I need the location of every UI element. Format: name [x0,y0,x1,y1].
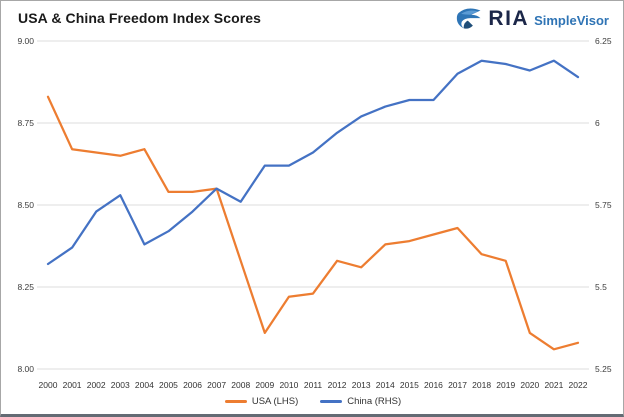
usa-line [46,95,580,351]
x-axis-year-label: 2004 [135,380,154,390]
left-axis-tick-label: 8.50 [17,200,34,210]
product-name: SimpleVisor [534,12,609,28]
left-axis-tick-label: 8.25 [17,282,34,292]
x-axis-year-label: 2007 [207,380,226,390]
x-axis-year-label: 2010 [279,380,298,390]
legend-label: China (RHS) [347,395,402,407]
x-axis-year-label: 2022 [569,380,588,390]
x-axis-year-label: 2009 [255,380,274,390]
x-axis-year-label: 2005 [159,380,178,390]
right-axis-tick-label: 6.25 [595,36,612,46]
x-axis-year-label: 2013 [352,380,371,390]
legend-item-china: China (RHS) [320,396,401,407]
china-line [46,59,580,266]
legend-label: USA (LHS) [251,395,299,407]
legend-line-swatch [224,399,247,403]
x-axis-year-label: 2014 [376,380,395,390]
legend-line-swatch [320,399,343,403]
x-axis-year-label: 2012 [328,380,347,390]
x-axis-year-label: 2008 [231,380,250,390]
x-axis-year-label: 2001 [63,380,82,390]
eagle-icon [457,8,481,29]
x-axis-year-label: 2002 [87,380,106,390]
brand-logo: RIA SimpleVisor [456,7,609,30]
chart-legend: USA (LHS) China (RHS) [1,393,623,409]
right-axis-tick-label: 6 [595,118,600,128]
left-axis-tick-label: 9.00 [17,36,34,46]
left-axis-tick-label: 8.00 [17,364,34,374]
x-axis-year-label: 2019 [496,380,515,390]
x-axis-year-label: 2003 [111,380,130,390]
right-axis-tick-label: 5.5 [595,282,607,292]
x-axis-year-label: 2000 [39,380,58,390]
x-axis-year-label: 2017 [448,380,467,390]
x-axis-year-label: 2015 [400,380,419,390]
brand-name: RIA [488,7,530,30]
left-axis-tick-label: 8.75 [17,118,34,128]
x-axis-year-label: 2016 [424,380,443,390]
right-axis-tick-label: 5.25 [595,364,612,374]
x-axis-year-label: 2018 [472,380,491,390]
x-axis-year-label: 2021 [544,380,563,390]
x-axis-year-label: 2011 [304,380,323,390]
x-axis-year-label: 2006 [183,380,202,390]
x-axis-year-label: 2020 [520,380,539,390]
legend-item-usa: USA (LHS) [224,395,299,407]
chart-title: USA & China Freedom Index Scores [18,10,262,26]
right-axis-tick-label: 5.75 [595,200,612,210]
